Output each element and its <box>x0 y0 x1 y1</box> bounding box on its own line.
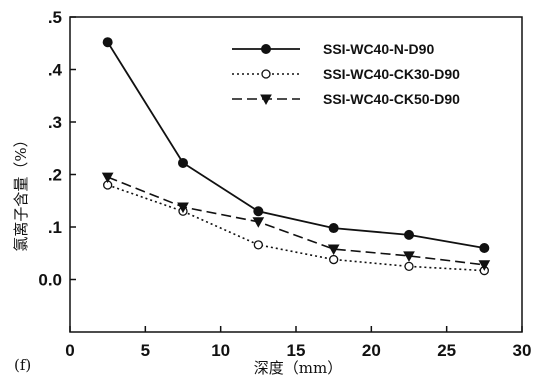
data-point <box>329 254 339 265</box>
series-line <box>106 41 485 249</box>
x-tick-label: 15 <box>287 341 306 360</box>
data-point <box>404 229 414 240</box>
legend-label: SSI-WC40-CK30-D90 <box>323 66 460 82</box>
legend: SSI-WC40-N-D90 SSI-WC40-CK30-D90 SSI-WC40-… <box>232 41 460 107</box>
x-tick-label: 30 <box>513 341 532 360</box>
y-tick-label: .1 <box>48 218 62 237</box>
y-tick-label: .5 <box>48 8 62 27</box>
x-tick-label: 0 <box>65 341 74 360</box>
legend-label: SSI-WC40-N-D90 <box>323 41 434 57</box>
panel-label: (f) <box>14 356 31 374</box>
y-tick-label: .3 <box>48 113 62 132</box>
data-point <box>404 261 414 272</box>
plot-frame <box>69 16 523 333</box>
legend-marker <box>260 94 272 106</box>
data-point <box>253 206 264 217</box>
legend-label: SSI-WC40-CK50-D90 <box>323 91 460 107</box>
data-point <box>478 260 491 271</box>
x-tick-label: 5 <box>141 341 150 360</box>
x-tick-label: 25 <box>437 341 456 360</box>
series-line <box>107 176 485 266</box>
data-point <box>253 240 263 250</box>
legend-marker <box>261 69 271 79</box>
x-axis-title: 深度（mm） <box>254 359 342 377</box>
data-point <box>479 243 490 253</box>
data-point <box>328 223 339 234</box>
series-3 <box>101 172 491 271</box>
series-line <box>107 184 485 272</box>
x-tick-label: 10 <box>211 341 230 360</box>
legend-marker <box>261 44 271 54</box>
data-series <box>101 37 491 276</box>
data-point <box>403 251 415 262</box>
data-point <box>177 202 189 214</box>
y-tick-label: .2 <box>48 166 62 185</box>
data-point <box>101 172 114 184</box>
y-tick-label: 0.0 <box>38 271 62 290</box>
series-1 <box>102 37 490 253</box>
data-point <box>102 37 113 48</box>
axis-ticks: 0 5 10 15 20 25 30 0.0 .1 .2 .3 .4 .5 <box>38 8 531 360</box>
y-axis-title: 氯离子含量（%） <box>12 132 30 251</box>
series-2 <box>103 180 489 276</box>
x-tick-label: 20 <box>362 341 381 360</box>
data-point <box>252 217 265 228</box>
data-point <box>178 157 188 168</box>
y-tick-label: .4 <box>48 61 63 80</box>
data-point <box>327 244 340 256</box>
